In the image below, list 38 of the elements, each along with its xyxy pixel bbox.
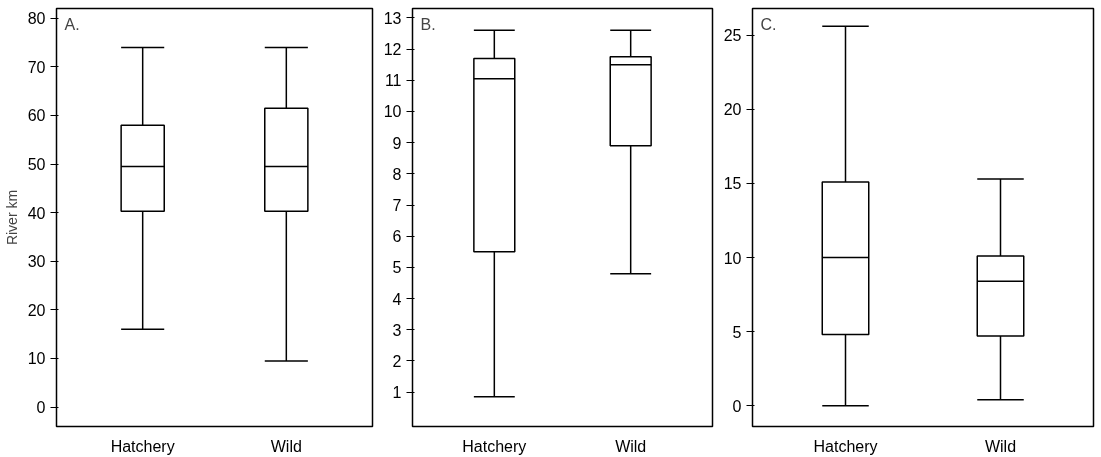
y-tick-label: 15 xyxy=(723,175,742,193)
y-tick-label: 5 xyxy=(392,259,402,277)
y-tick-label: 25 xyxy=(723,27,742,45)
y-tick-label: 0 xyxy=(732,397,742,415)
y-tick-label: 6 xyxy=(392,228,402,246)
y-tick-label: 10 xyxy=(27,350,46,368)
y-axis-title: River km xyxy=(3,189,20,246)
y-tick-label: 40 xyxy=(27,204,46,222)
y-tick-label: 70 xyxy=(27,58,46,76)
y-tick-label: 20 xyxy=(27,301,46,319)
y-tick-label: 7 xyxy=(392,197,402,215)
x-tick-label: Wild xyxy=(270,437,302,455)
y-tick-label: 2 xyxy=(392,352,402,370)
y-tick-label: 9 xyxy=(392,134,402,152)
y-tick-label: 3 xyxy=(392,321,402,339)
x-tick-label: Hatchery xyxy=(813,437,878,455)
y-tick-label: 5 xyxy=(732,323,742,341)
y-tick-label: 1 xyxy=(392,384,402,402)
annotation: C. xyxy=(760,15,777,33)
y-tick-label: 60 xyxy=(27,107,46,125)
y-tick-label: 10 xyxy=(383,103,402,121)
y-tick-label: 13 xyxy=(383,9,402,27)
y-tick-label: 8 xyxy=(392,165,402,183)
y-tick-label: 4 xyxy=(392,290,402,308)
annotation: A. xyxy=(64,15,80,33)
y-tick-label: 0 xyxy=(36,399,46,417)
y-tick-label: 80 xyxy=(27,10,46,28)
x-tick-label: Wild xyxy=(615,437,647,455)
y-tick-label: 12 xyxy=(383,41,402,59)
y-tick-label: 11 xyxy=(384,72,402,90)
y-tick-label: 30 xyxy=(27,253,46,271)
annotation: B. xyxy=(420,15,436,33)
y-tick-label: 20 xyxy=(723,101,742,119)
y-tick-label: 50 xyxy=(27,156,46,174)
x-tick-label: Hatchery xyxy=(110,437,175,455)
x-tick-label: Wild xyxy=(984,437,1017,455)
x-tick-label: Hatchery xyxy=(462,437,527,455)
y-tick-label: 10 xyxy=(723,249,742,267)
